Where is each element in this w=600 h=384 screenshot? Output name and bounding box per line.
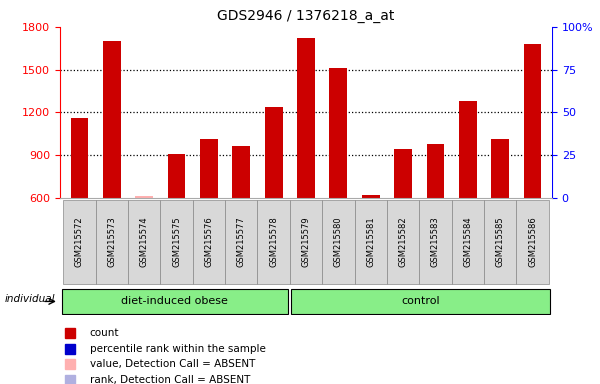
Bar bbox=[265, 107, 283, 198]
Text: individual: individual bbox=[5, 294, 55, 304]
Bar bbox=[362, 195, 380, 198]
Bar bbox=[167, 154, 185, 198]
Bar bbox=[63, 200, 95, 284]
Bar bbox=[160, 200, 193, 284]
Bar bbox=[329, 68, 347, 198]
Bar bbox=[71, 118, 88, 198]
Bar bbox=[427, 144, 445, 198]
Bar bbox=[394, 149, 412, 198]
Text: GSM215583: GSM215583 bbox=[431, 217, 440, 267]
Text: GSM215577: GSM215577 bbox=[237, 217, 246, 267]
Bar bbox=[419, 200, 452, 284]
Text: GSM215572: GSM215572 bbox=[75, 217, 84, 267]
Text: GSM215579: GSM215579 bbox=[302, 217, 311, 267]
Bar bbox=[291, 290, 550, 313]
Text: count: count bbox=[89, 328, 119, 338]
Bar bbox=[517, 200, 549, 284]
Text: GSM215581: GSM215581 bbox=[366, 217, 375, 267]
Bar bbox=[257, 200, 290, 284]
Bar bbox=[225, 200, 257, 284]
Text: GSM215574: GSM215574 bbox=[140, 217, 149, 267]
Text: GSM215586: GSM215586 bbox=[528, 217, 537, 267]
Bar bbox=[322, 200, 355, 284]
Text: value, Detection Call = ABSENT: value, Detection Call = ABSENT bbox=[89, 359, 255, 369]
Text: GSM215580: GSM215580 bbox=[334, 217, 343, 267]
Bar bbox=[484, 200, 517, 284]
Bar bbox=[452, 200, 484, 284]
Bar bbox=[128, 200, 160, 284]
Bar bbox=[491, 139, 509, 198]
Title: GDS2946 / 1376218_a_at: GDS2946 / 1376218_a_at bbox=[217, 9, 395, 23]
Bar bbox=[387, 200, 419, 284]
Text: GSM215573: GSM215573 bbox=[107, 217, 116, 267]
Text: rank, Detection Call = ABSENT: rank, Detection Call = ABSENT bbox=[89, 375, 250, 384]
Text: diet-induced obese: diet-induced obese bbox=[121, 296, 228, 306]
Text: GSM215576: GSM215576 bbox=[205, 217, 214, 267]
Bar bbox=[524, 44, 541, 198]
Text: percentile rank within the sample: percentile rank within the sample bbox=[89, 344, 265, 354]
Text: GSM215575: GSM215575 bbox=[172, 217, 181, 267]
Text: GSM215584: GSM215584 bbox=[463, 217, 472, 267]
Bar bbox=[135, 196, 153, 198]
Bar bbox=[290, 200, 322, 284]
Text: control: control bbox=[401, 296, 440, 306]
Bar bbox=[232, 146, 250, 198]
Bar bbox=[103, 41, 121, 198]
Text: GSM215582: GSM215582 bbox=[398, 217, 407, 267]
Bar bbox=[62, 290, 288, 313]
Bar bbox=[459, 101, 477, 198]
Bar bbox=[95, 200, 128, 284]
Bar bbox=[200, 139, 218, 198]
Text: GSM215578: GSM215578 bbox=[269, 217, 278, 267]
Bar bbox=[193, 200, 225, 284]
Bar bbox=[355, 200, 387, 284]
Text: GSM215585: GSM215585 bbox=[496, 217, 505, 267]
Bar bbox=[297, 38, 315, 198]
